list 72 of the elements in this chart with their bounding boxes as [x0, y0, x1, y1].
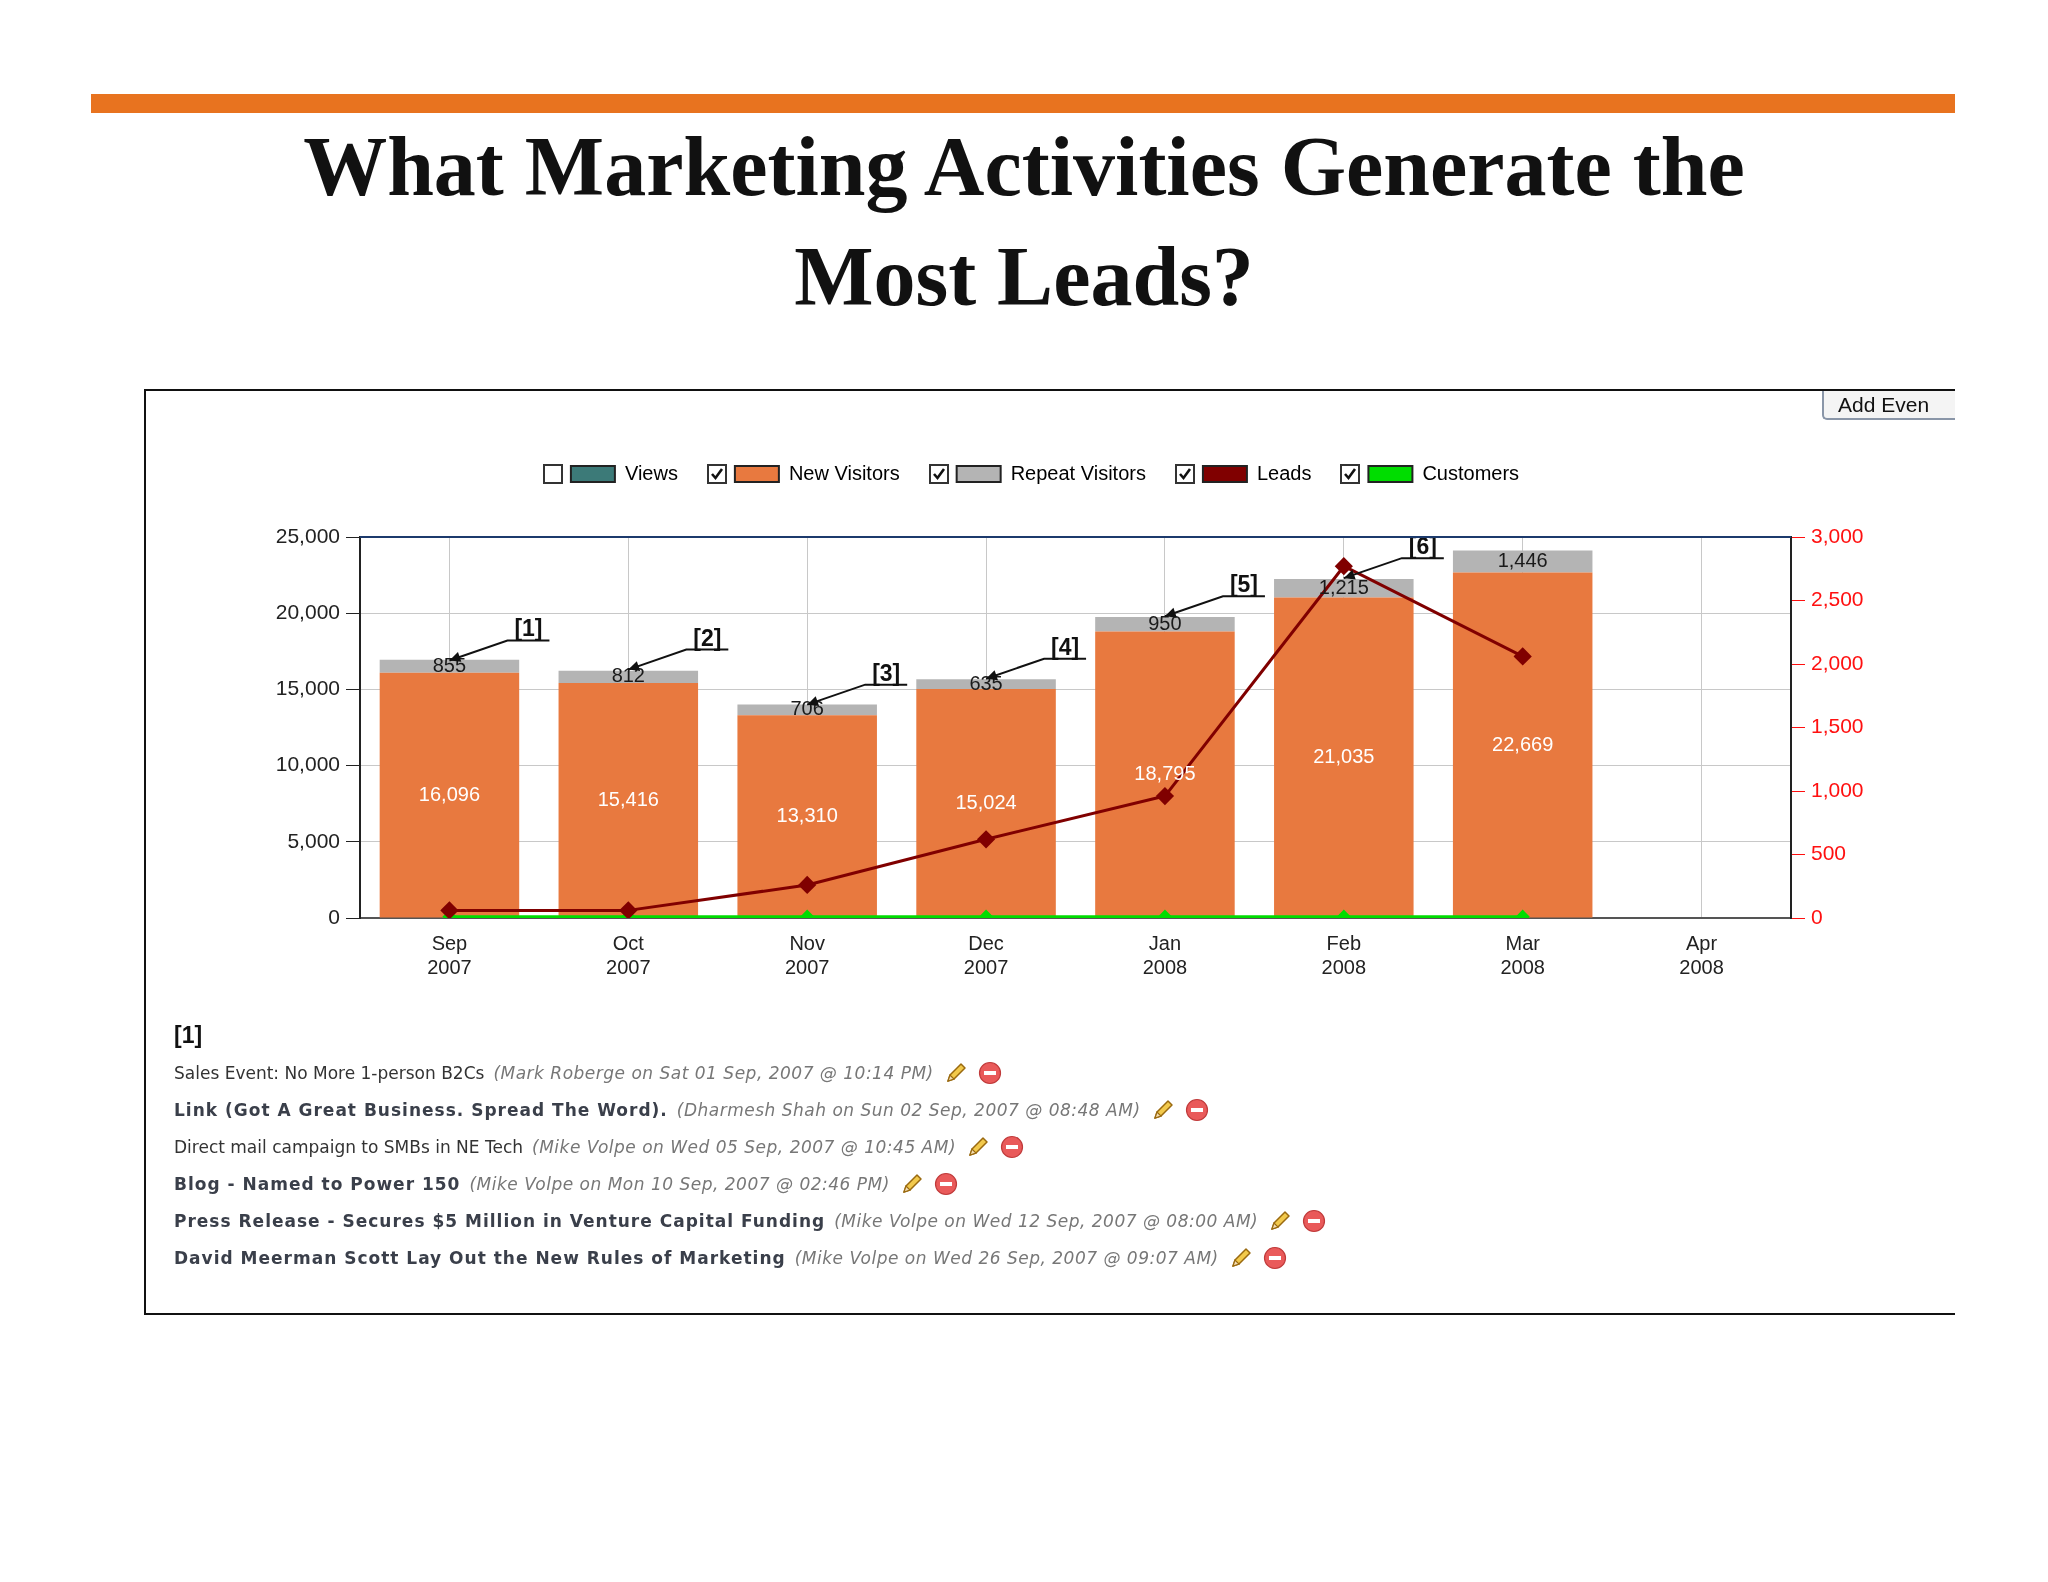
text: Blog - Named to Power 150: [174, 1174, 461, 1194]
y-tick-label: 5,000: [287, 828, 340, 852]
bar: [558, 683, 699, 918]
x-tick-label: Apr 2008: [1679, 931, 1724, 978]
y-tick-label: 20,000: [275, 600, 340, 623]
legend-label: Leads: [1256, 461, 1312, 484]
text: Link (Got A Great Business. Spread The Word).: [174, 1100, 668, 1120]
y2-tick-label: 1,500: [1811, 714, 1864, 738]
y-tick-label: 15,000: [275, 676, 340, 700]
text: Direct mail campaign to SMBs in NE Tech: [174, 1137, 524, 1157]
button: Add Even: [1822, 391, 1955, 420]
x-tick-label: Feb 2008: [1321, 931, 1367, 978]
x-tick-label: Oct 2007: [606, 931, 651, 978]
bar: [1095, 631, 1235, 918]
bar: [737, 715, 877, 918]
x-tick-label: Sep 2007: [427, 931, 472, 978]
text: [1]: [174, 1022, 203, 1049]
bar: [1452, 572, 1593, 918]
legend-label: Customers: [1422, 461, 1520, 484]
x-tick-label: Mar 2008: [1500, 931, 1545, 978]
point: [798, 876, 816, 894]
chart-title: What Marketing Activities Generate the Most Leads?: [302, 119, 1746, 325]
text: (Mark Roberge on Sat 01 Sep, 2007 @ 10:14 PM): [493, 1063, 934, 1083]
text: David Meerman Scott Lay Out the New Rules of Marketing: [174, 1248, 786, 1268]
text: (Mike Volpe on Wed 12 Sep, 2007 @ 08:00 AM): [834, 1211, 1259, 1231]
bar: [1452, 550, 1593, 573]
point: [1335, 557, 1353, 575]
y-tick-label: 10,000: [275, 752, 340, 776]
text: Sales Event: No More 1-person B2Cs: [174, 1063, 485, 1083]
point: [619, 901, 637, 918]
bar: [916, 689, 1056, 918]
legend-label: Views: [624, 461, 678, 484]
bar: [379, 672, 520, 918]
y2-tick-label: 3,000: [1811, 523, 1864, 547]
data-label: 950: [1148, 611, 1182, 634]
x-tick-label: Nov 2007: [784, 931, 830, 978]
y2-tick-label: 500: [1811, 841, 1847, 865]
data-label: 15,416: [597, 787, 659, 810]
text: (Mike Volpe on Wed 05 Sep, 2007 @ 10:45 AM): [532, 1137, 957, 1157]
annotation: [1]: [514, 615, 543, 642]
point: [977, 830, 995, 848]
text: (Mike Volpe on Mon 10 Sep, 2007 @ 02:46 PM): [469, 1174, 890, 1194]
data-label: 855: [432, 653, 467, 676]
data-label: 21,035: [1313, 744, 1375, 767]
data-label: 13,310: [776, 803, 838, 826]
text: (Mike Volpe on Wed 26 Sep, 2007 @ 09:07 AM): [794, 1248, 1219, 1268]
bar: [1274, 597, 1414, 918]
y-tick-label: 0: [328, 904, 340, 928]
annotation: [3]: [872, 659, 901, 686]
bar: [1095, 617, 1235, 632]
annotation: [5]: [1229, 571, 1258, 598]
text: (Dharmesh Shah on Sun 02 Sep, 2007 @ 08:48 AM): [676, 1100, 1141, 1120]
point: [440, 901, 458, 918]
annotation: [4]: [1051, 633, 1080, 660]
y2-tick-label: 1,000: [1811, 777, 1864, 801]
x-tick-label: Dec 2007: [963, 931, 1009, 978]
y-tick-label: 25,000: [275, 523, 340, 547]
y2-tick-label: 2,500: [1811, 587, 1864, 611]
legend-label: Repeat Visitors: [1010, 461, 1146, 484]
data-label: 22,669: [1492, 732, 1554, 755]
data-label: 1,446: [1497, 549, 1548, 572]
annotation: [2]: [693, 624, 722, 651]
data-label: 15,024: [955, 790, 1017, 813]
x-tick-label: Jan 2008: [1142, 931, 1188, 978]
y2-tick-label: 0: [1811, 904, 1823, 928]
legend-label: New Visitors: [788, 461, 900, 484]
point: [1514, 647, 1532, 665]
point: [1156, 787, 1174, 805]
data-label: 812: [611, 664, 645, 687]
data-label: 16,096: [418, 782, 481, 805]
y2-tick-label: 2,000: [1811, 650, 1864, 674]
text: Press Release - Secures $5 Million in Venture Capital Funding: [174, 1211, 826, 1231]
